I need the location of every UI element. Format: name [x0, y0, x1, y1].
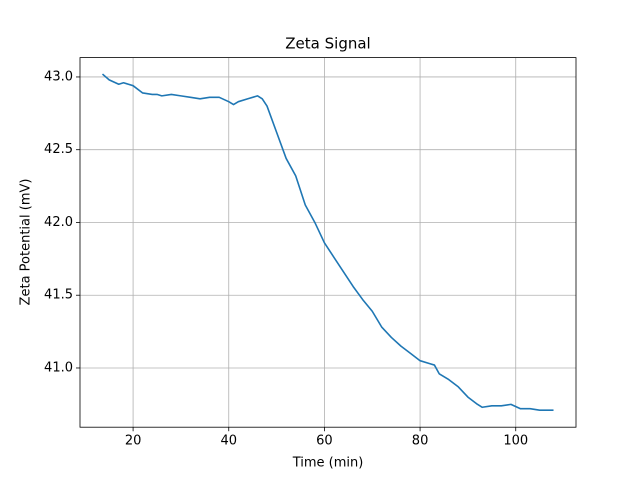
y-tick-label: 43.0 — [44, 69, 73, 84]
y-tick-label: 42.0 — [44, 215, 73, 230]
x-axis-label: Time (min) — [292, 456, 364, 471]
y-tick-label: 41.5 — [44, 288, 73, 303]
y-tick-label: 41.0 — [44, 360, 73, 375]
chart-title: Zeta Signal — [285, 35, 370, 53]
y-tick-label: 42.5 — [44, 142, 73, 157]
y-axis-label: Zeta Potential (mV) — [19, 179, 34, 306]
x-tick-label: 40 — [220, 434, 237, 449]
x-tick-label: 80 — [412, 434, 429, 449]
x-tick-label: 100 — [503, 434, 528, 449]
x-tick-label: 20 — [125, 434, 142, 449]
x-tick-label: 60 — [316, 434, 333, 449]
plot-frame — [79, 57, 577, 428]
data-line — [101, 73, 554, 411]
